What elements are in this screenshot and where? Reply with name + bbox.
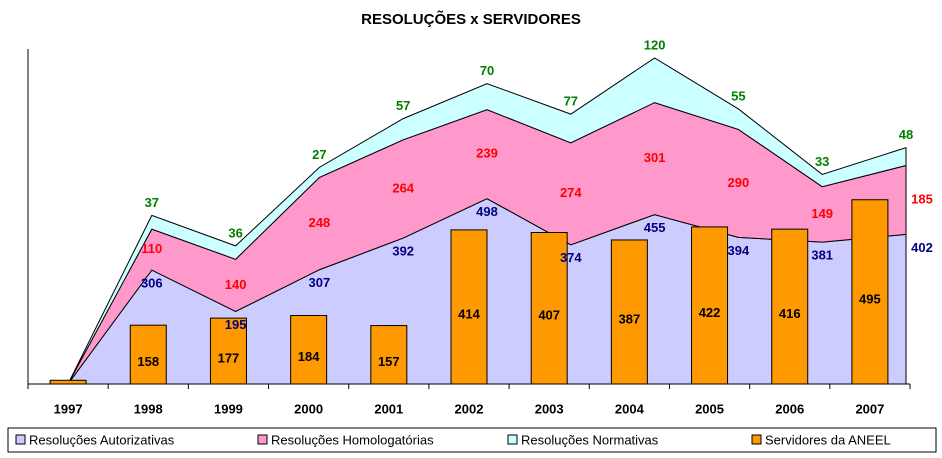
area-label: 140 bbox=[225, 277, 247, 292]
legend-swatch bbox=[507, 434, 518, 445]
bar-label: 158 bbox=[137, 354, 159, 369]
legend-swatch bbox=[751, 434, 762, 445]
area-label: 374 bbox=[560, 250, 582, 265]
area-label: 402 bbox=[911, 240, 933, 255]
bar bbox=[771, 228, 809, 385]
legend-label: Resoluções Autorizativas bbox=[29, 432, 175, 447]
area-label: 248 bbox=[309, 215, 331, 230]
area-label: 307 bbox=[309, 275, 331, 290]
area bbox=[67, 57, 907, 385]
chart-title: RESOLUÇÕES x SERVIDORES bbox=[361, 10, 581, 28]
x-tick-label: 1999 bbox=[214, 401, 243, 416]
area-label: 55 bbox=[731, 88, 745, 103]
bar bbox=[49, 379, 87, 385]
bar bbox=[129, 324, 167, 385]
bar bbox=[370, 325, 408, 385]
area-label: 381 bbox=[811, 248, 833, 263]
area-label: 185 bbox=[911, 191, 933, 206]
bar-label: 387 bbox=[619, 311, 641, 326]
area-label: 37 bbox=[145, 195, 159, 210]
bar-label: 416 bbox=[779, 306, 801, 321]
legend-label: Resoluções Homologatórias bbox=[271, 432, 434, 447]
bar bbox=[209, 317, 247, 385]
area-label: 27 bbox=[312, 147, 326, 162]
area-label: 195 bbox=[225, 317, 247, 332]
bar bbox=[530, 232, 568, 385]
legend-label: Servidores da ANEEL bbox=[765, 432, 891, 447]
bar-label: 407 bbox=[538, 308, 560, 323]
area-label: 149 bbox=[811, 206, 833, 221]
bar-label: 157 bbox=[378, 354, 400, 369]
x-tick-label: 2006 bbox=[775, 401, 804, 416]
area-label: 394 bbox=[728, 243, 750, 258]
x-tick-label: 2000 bbox=[294, 401, 323, 416]
area-label: 33 bbox=[815, 154, 829, 169]
bar bbox=[450, 229, 488, 385]
area-label: 77 bbox=[564, 94, 578, 109]
area-label: 264 bbox=[392, 180, 414, 195]
legend-swatch bbox=[257, 434, 268, 445]
area-label: 274 bbox=[560, 185, 582, 200]
area-label: 306 bbox=[141, 276, 163, 291]
x-tick-label: 2003 bbox=[535, 401, 564, 416]
bar-label: 184 bbox=[298, 349, 320, 364]
area-label: 48 bbox=[899, 127, 913, 142]
area-label: 120 bbox=[644, 37, 666, 52]
x-tick-label: 2004 bbox=[615, 401, 645, 416]
bar bbox=[851, 199, 889, 385]
area-label: 392 bbox=[392, 244, 414, 259]
x-tick-label: 2007 bbox=[855, 401, 884, 416]
bar-label: 177 bbox=[218, 350, 240, 365]
area-label: 70 bbox=[480, 63, 494, 78]
bar bbox=[290, 315, 328, 385]
bar-label: 414 bbox=[458, 306, 480, 321]
bar-label: 422 bbox=[699, 305, 721, 320]
bar bbox=[691, 226, 729, 385]
area-label: 290 bbox=[728, 175, 750, 190]
x-tick-label: 2005 bbox=[695, 401, 724, 416]
x-tick-label: 2001 bbox=[374, 401, 403, 416]
bar-label: 495 bbox=[859, 291, 881, 306]
area-label: 498 bbox=[476, 204, 498, 219]
area-label: 57 bbox=[396, 98, 410, 113]
area-label: 239 bbox=[476, 146, 498, 161]
area-label: 455 bbox=[644, 220, 666, 235]
legend-label: Resoluções Normativas bbox=[521, 432, 659, 447]
area-label: 36 bbox=[228, 225, 242, 240]
bar bbox=[610, 239, 648, 385]
area-label: 301 bbox=[644, 150, 666, 165]
area-label: 110 bbox=[141, 241, 162, 256]
legend-box bbox=[7, 427, 937, 453]
legend-swatch bbox=[15, 434, 26, 445]
x-tick-label: 2002 bbox=[455, 401, 484, 416]
x-tick-label: 1997 bbox=[54, 401, 83, 416]
x-tick-label: 1998 bbox=[134, 401, 163, 416]
